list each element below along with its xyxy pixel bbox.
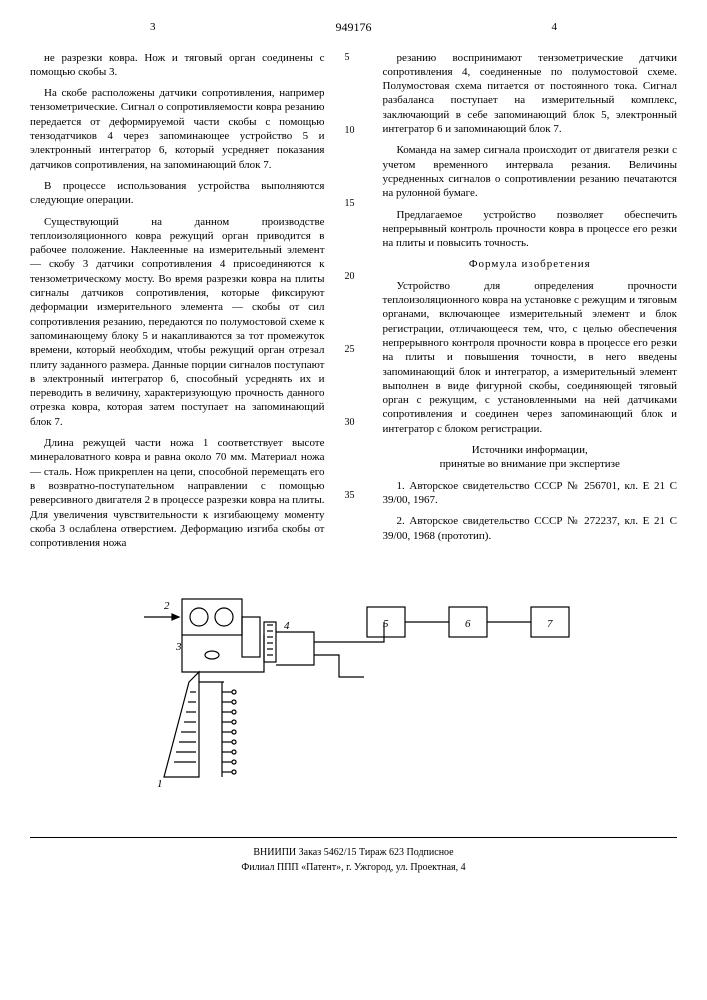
document-number: 949176 bbox=[336, 20, 372, 36]
line-number: 35 bbox=[345, 489, 363, 502]
diagram-label-7: 7 bbox=[547, 618, 553, 630]
diagram-label-1: 1 bbox=[157, 778, 163, 790]
paragraph: не разрезки ковра. Нож и тяговый орган с… bbox=[30, 51, 325, 80]
line-number: 20 bbox=[345, 270, 363, 283]
device-diagram: 1 2 3 4 5 6 7 bbox=[104, 587, 604, 817]
page-number-left: 3 bbox=[150, 20, 156, 34]
diagram-label-4: 4 bbox=[284, 620, 290, 632]
formula-content: Устройство для определения прочности теп… bbox=[383, 280, 678, 435]
line-number: 30 bbox=[345, 416, 363, 429]
diagram-label-6: 6 bbox=[465, 618, 471, 630]
paragraph: резанию воспринимают тензометрические да… bbox=[383, 51, 678, 137]
line-number: 5 bbox=[345, 51, 363, 64]
formula-title: Формула изобретения bbox=[383, 257, 678, 271]
formula-text: Устройство для определения прочности теп… bbox=[383, 279, 678, 436]
sources-title: Источники информации, принятые во вниман… bbox=[383, 443, 678, 472]
paragraph: Предлагаемое устройство позволяет обеспе… bbox=[383, 208, 678, 251]
page-footer: ВНИИПИ Заказ 5462/15 Тираж 623 Подписное… bbox=[30, 837, 677, 874]
line-number: 10 bbox=[345, 124, 363, 137]
line-numbers: 5 10 15 20 25 30 35 bbox=[345, 51, 363, 562]
source-reference: 1. Авторское свидетельство СССР № 256701… bbox=[383, 479, 678, 508]
line-number: 25 bbox=[345, 343, 363, 356]
diagram-label-5: 5 bbox=[383, 618, 389, 630]
page-number-right: 4 bbox=[552, 20, 558, 34]
paragraph: Длина режущей части ножа 1 соответствует… bbox=[30, 436, 325, 550]
paragraph: В процессе использования устройства выпо… bbox=[30, 179, 325, 208]
right-column: резанию воспринимают тензометрические да… bbox=[383, 51, 678, 562]
paragraph: На скобе расположены датчики сопротивлен… bbox=[30, 86, 325, 172]
paragraph: Существующий на данном производстве тепл… bbox=[30, 215, 325, 429]
line-number: 15 bbox=[345, 197, 363, 210]
text-columns: не разрезки ковра. Нож и тяговый орган с… bbox=[30, 51, 677, 562]
footer-line-1: ВНИИПИ Заказ 5462/15 Тираж 623 Подписное bbox=[30, 846, 677, 859]
left-column: не разрезки ковра. Нож и тяговый орган с… bbox=[30, 51, 325, 562]
footer-line-2: Филиал ППП «Патент», г. Ужгород, ул. Про… bbox=[30, 861, 677, 874]
page-header: 3 949176 4 bbox=[30, 20, 677, 36]
paragraph: Команда на замер сигнала происходит от д… bbox=[383, 143, 678, 200]
diagram-svg: 1 2 3 4 5 6 7 bbox=[104, 587, 604, 817]
diagram-label-2: 2 bbox=[164, 600, 170, 612]
source-reference: 2. Авторское свидетельство СССР № 272237… bbox=[383, 514, 678, 543]
diagram-label-3: 3 bbox=[175, 641, 182, 653]
